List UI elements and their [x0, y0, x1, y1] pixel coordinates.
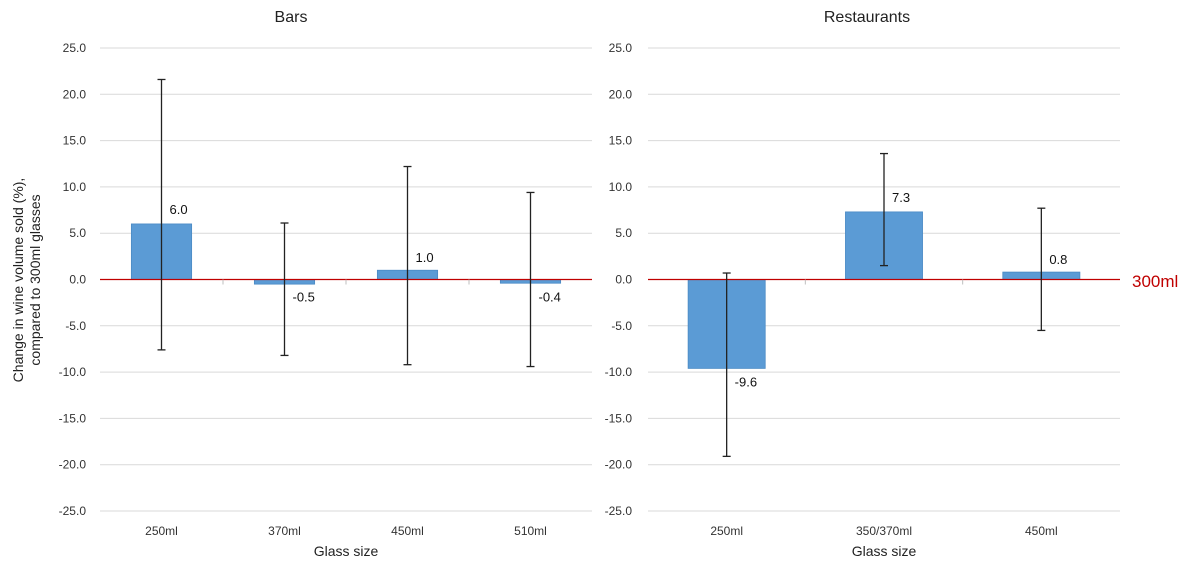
panel-1-y-tick-label: -20.0	[59, 458, 87, 472]
panel-1-data-label: -0.4	[539, 290, 561, 305]
panel-2-y-tick-label: -5.0	[611, 319, 632, 333]
panel-1-y-tick-label: 5.0	[69, 226, 86, 240]
panel-1-y-tick-label: -5.0	[65, 319, 86, 333]
panel-1-x-axis-title: Glass size	[314, 543, 379, 559]
y-axis-title-line-1: Change in wine volume sold (%),	[10, 178, 26, 383]
panel-2-y-tick-label: -10.0	[605, 365, 633, 379]
panel-2-y-tick-label: 15.0	[609, 134, 633, 148]
panel-2-y-tick-label: 20.0	[609, 87, 633, 101]
panel-1-y-tick-label: -25.0	[59, 504, 87, 518]
panel-1-y-tick-label: -10.0	[59, 365, 87, 379]
panel-2-y-tick-label: 25.0	[609, 41, 633, 55]
panel-2-x-axis-title: Glass size	[852, 543, 917, 559]
panel-1-x-tick-label: 250ml	[145, 524, 178, 538]
panel-2-y-tick-label: -25.0	[605, 504, 633, 518]
panel-1-title: Bars	[275, 9, 308, 26]
panel-2-data-label: 0.8	[1049, 252, 1067, 267]
panel-1-x-tick-label: 510ml	[514, 524, 547, 538]
panel-2-y-tick-label: 10.0	[609, 180, 633, 194]
y-axis-title: Change in wine volume sold (%),compared …	[10, 178, 43, 383]
panel-1-data-label: 6.0	[170, 202, 188, 217]
panel-1-y-tick-label: 15.0	[63, 134, 87, 148]
panel-2-title: Restaurants	[824, 9, 910, 26]
panel-1-data-label: 1.0	[416, 250, 434, 265]
panel-2-data-label: 7.3	[892, 190, 910, 205]
panel-2-y-tick-label: 5.0	[615, 226, 632, 240]
panel-2-y-tick-label: -15.0	[605, 411, 633, 425]
panel-2-x-tick-label: 350/370ml	[856, 524, 912, 538]
panel-2-y-tick-label: -20.0	[605, 458, 633, 472]
panel-2-y-tick-label: 0.0	[615, 273, 632, 287]
panel-2-data-label: -9.6	[735, 374, 757, 389]
y-axis-title-line-2: compared to 300ml glasses	[27, 194, 43, 365]
panel-2-x-tick-label: 250ml	[710, 524, 743, 538]
panel-1-y-tick-label: -15.0	[59, 411, 87, 425]
panel-1-y-tick-label: 25.0	[63, 41, 87, 55]
panel-1-x-tick-label: 370ml	[268, 524, 301, 538]
panel-1-y-tick-label: 20.0	[63, 87, 87, 101]
panel-1-x-tick-label: 450ml	[391, 524, 424, 538]
panel-1-data-label: -0.5	[293, 290, 315, 305]
reference-line-label: 300ml	[1132, 272, 1178, 291]
panel-1-y-tick-label: 10.0	[63, 180, 87, 194]
panel-1-y-tick-label: 0.0	[69, 273, 86, 287]
panel-2-x-tick-label: 450ml	[1025, 524, 1058, 538]
